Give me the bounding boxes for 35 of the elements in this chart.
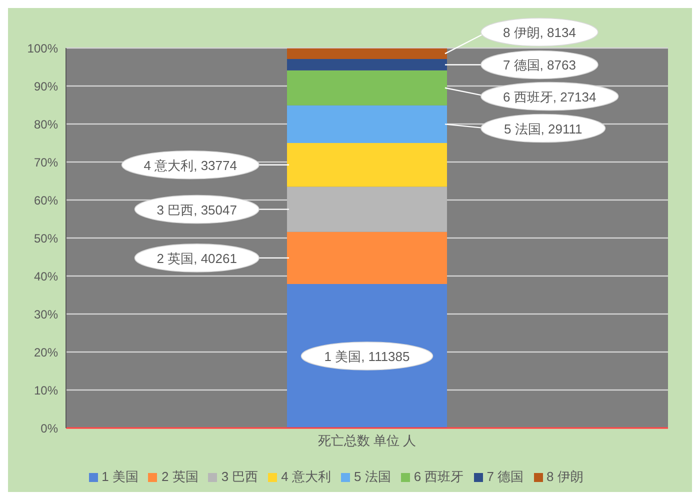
- y-tick-label: 30%: [34, 307, 58, 322]
- annotation: 6 西班牙, 27134: [503, 88, 596, 104]
- bar: [287, 143, 447, 187]
- legend-label: 3 巴西: [221, 469, 258, 484]
- y-tick-label: 80%: [34, 117, 58, 132]
- legend-label: 2 英国: [161, 469, 198, 484]
- y-tick-label: 90%: [34, 79, 58, 94]
- annotation: 5 法国, 29111: [504, 120, 582, 136]
- bar: [287, 59, 447, 70]
- bar: [287, 70, 447, 106]
- bar: [287, 48, 447, 60]
- text: 8 伊朗, 8134: [502, 24, 576, 40]
- bar: [287, 105, 447, 143]
- y-tick-label: 0%: [40, 421, 58, 436]
- y-tick-label: 20%: [34, 345, 58, 360]
- annotation: 2 英国, 40261: [156, 250, 237, 266]
- bar: [287, 186, 447, 232]
- y-tick-label: 50%: [34, 231, 58, 246]
- annotation: 4 意大利, 33774: [144, 157, 237, 172]
- legend-label: 7 德国: [486, 469, 524, 484]
- bar: [287, 232, 447, 284]
- legend-label: 8 伊朗: [546, 469, 584, 484]
- y-tick-label: 60%: [34, 193, 58, 208]
- legend-label: 5 法国: [354, 469, 391, 484]
- y-tick-label: 100%: [27, 41, 58, 56]
- y-tick-label: 70%: [34, 155, 58, 170]
- y-tick-label: 10%: [34, 383, 58, 398]
- annotation: 7 德国, 8763: [502, 57, 576, 72]
- y-tick-label: 40%: [34, 269, 58, 284]
- x-tick-label: 死亡总数 单位 人: [318, 433, 416, 448]
- legend-label: 6 西班牙: [414, 469, 464, 484]
- annotation: 1 美国, 111385: [324, 348, 410, 364]
- annotation: 3 巴西, 35047: [156, 202, 237, 217]
- legend-label: 4 意大利: [281, 469, 331, 484]
- legend-label: 1 美国: [102, 469, 138, 484]
